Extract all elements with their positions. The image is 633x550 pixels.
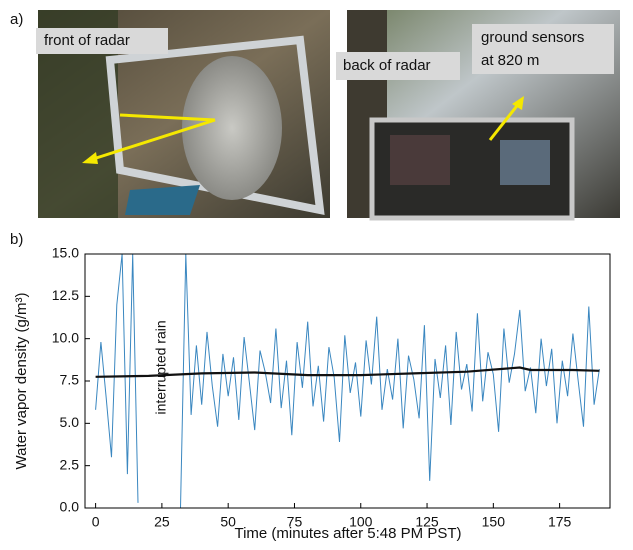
photo-label: ground sensors bbox=[481, 29, 584, 46]
y-tick-label: 5.0 bbox=[60, 414, 80, 430]
x-tick-label: 150 bbox=[482, 514, 506, 530]
photo-label: back of radar bbox=[343, 57, 431, 74]
panel-label: b) bbox=[10, 231, 23, 248]
x-tick-label: 0 bbox=[92, 514, 100, 530]
panel-label: a) bbox=[10, 11, 23, 28]
x-tick-label: 75 bbox=[287, 514, 303, 530]
x-tick-label: 25 bbox=[154, 514, 170, 530]
x-tick-label: 50 bbox=[220, 514, 236, 530]
photo-label: at 820 m bbox=[481, 52, 539, 69]
photo-front: front of radar bbox=[36, 10, 330, 218]
y-tick-label: 0.0 bbox=[60, 499, 80, 515]
y-axis-label: Water vapor density (g/m³) bbox=[13, 293, 30, 470]
x-tick-label: 100 bbox=[349, 514, 373, 530]
x-tick-label: 175 bbox=[548, 514, 572, 530]
x-tick-label: 125 bbox=[415, 514, 439, 530]
series-line bbox=[96, 254, 600, 508]
figure: a) front of radar back of radar ground s… bbox=[0, 0, 633, 545]
photo-label: front of radar bbox=[44, 32, 130, 49]
y-tick-label: 12.5 bbox=[52, 287, 79, 303]
annotation: interrupted rain bbox=[153, 320, 169, 414]
y-tick-label: 10.0 bbox=[52, 329, 79, 345]
photo-back: back of radar ground sensors at 820 m bbox=[336, 10, 620, 218]
y-tick-label: 2.5 bbox=[60, 456, 80, 472]
y-tick-label: 15.0 bbox=[52, 245, 79, 261]
y-tick-label: 7.5 bbox=[60, 372, 80, 388]
